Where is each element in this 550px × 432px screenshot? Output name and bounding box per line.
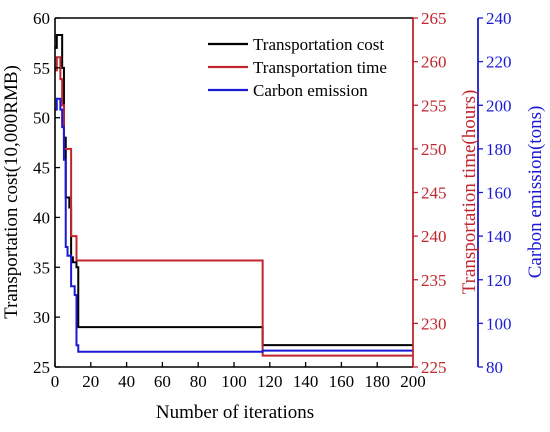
x-axis-title: Number of iterations: [156, 402, 314, 423]
legend-label-cost: Transportation cost: [253, 35, 384, 54]
right1-y-tick-label: 250: [421, 140, 447, 159]
x-tick-label: 80: [190, 372, 207, 391]
x-tick-label: 0: [51, 372, 60, 391]
right2-axis-title: Carbon emission(tons): [525, 106, 546, 279]
right1-y-tick-label: 255: [421, 96, 447, 115]
series-line-carbon-emission: [55, 97, 413, 353]
right2-y-tick-label: 100: [486, 314, 512, 333]
x-tick-label: 40: [118, 372, 135, 391]
right2-y-tick-label: 180: [486, 140, 512, 159]
x-tick-label: 140: [293, 372, 319, 391]
x-tick-label: 60: [154, 372, 171, 391]
left-y-tick-label: 60: [33, 9, 50, 28]
right1-y-tick-label: 230: [421, 314, 447, 333]
right2-y-tick-label: 120: [486, 271, 512, 290]
legend-label-time: Transportation time: [253, 58, 387, 77]
right1-y-tick-label: 235: [421, 271, 447, 290]
right1-y-tick-label: 265: [421, 9, 447, 28]
left-y-tick-label: 35: [33, 258, 50, 277]
right2-y-tick-label: 220: [486, 53, 512, 72]
right2-y-tick-label: 80: [486, 358, 503, 377]
right1-y-tick-label: 225: [421, 358, 447, 377]
left-y-tick-label: 40: [33, 208, 50, 227]
x-tick-label: 100: [221, 372, 247, 391]
right2-y-tick-label: 240: [486, 9, 512, 28]
x-tick-label: 200: [400, 372, 426, 391]
right1-y-tick-label: 260: [421, 53, 447, 72]
left-y-tick-label: 50: [33, 109, 50, 128]
x-tick-label: 120: [257, 372, 283, 391]
right1-y-tick-label: 240: [421, 227, 447, 246]
legend-label-emission: Carbon emission: [253, 81, 368, 100]
axes-layer: 0 20 40 60 80 100 120 140 160 180 200 25 30 35 40 45 50 5…: [33, 9, 512, 391]
right2-y-tick-label: 160: [486, 184, 512, 203]
right2-y-tick-label: 200: [486, 96, 512, 115]
left-axis-title: Transportation cost(10,000RMB): [1, 65, 22, 319]
legend: Transportation cost Transportation time …: [208, 35, 387, 100]
x-tick-label: 20: [82, 372, 99, 391]
left-y-tick-label: 30: [33, 308, 50, 327]
x-tick-label: 160: [329, 372, 355, 391]
series-layer: [55, 33, 413, 357]
left-y-tick-label: 55: [33, 59, 50, 78]
right2-y-tick-label: 140: [486, 227, 512, 246]
left-y-tick-label: 25: [33, 358, 50, 377]
x-tick-label: 180: [364, 372, 390, 391]
left-y-tick-label: 45: [33, 159, 50, 178]
right1-axis-title: Transportation time(hours): [459, 90, 480, 295]
series-line-transportation-time: [55, 56, 413, 357]
right1-y-tick-label: 245: [421, 184, 447, 203]
